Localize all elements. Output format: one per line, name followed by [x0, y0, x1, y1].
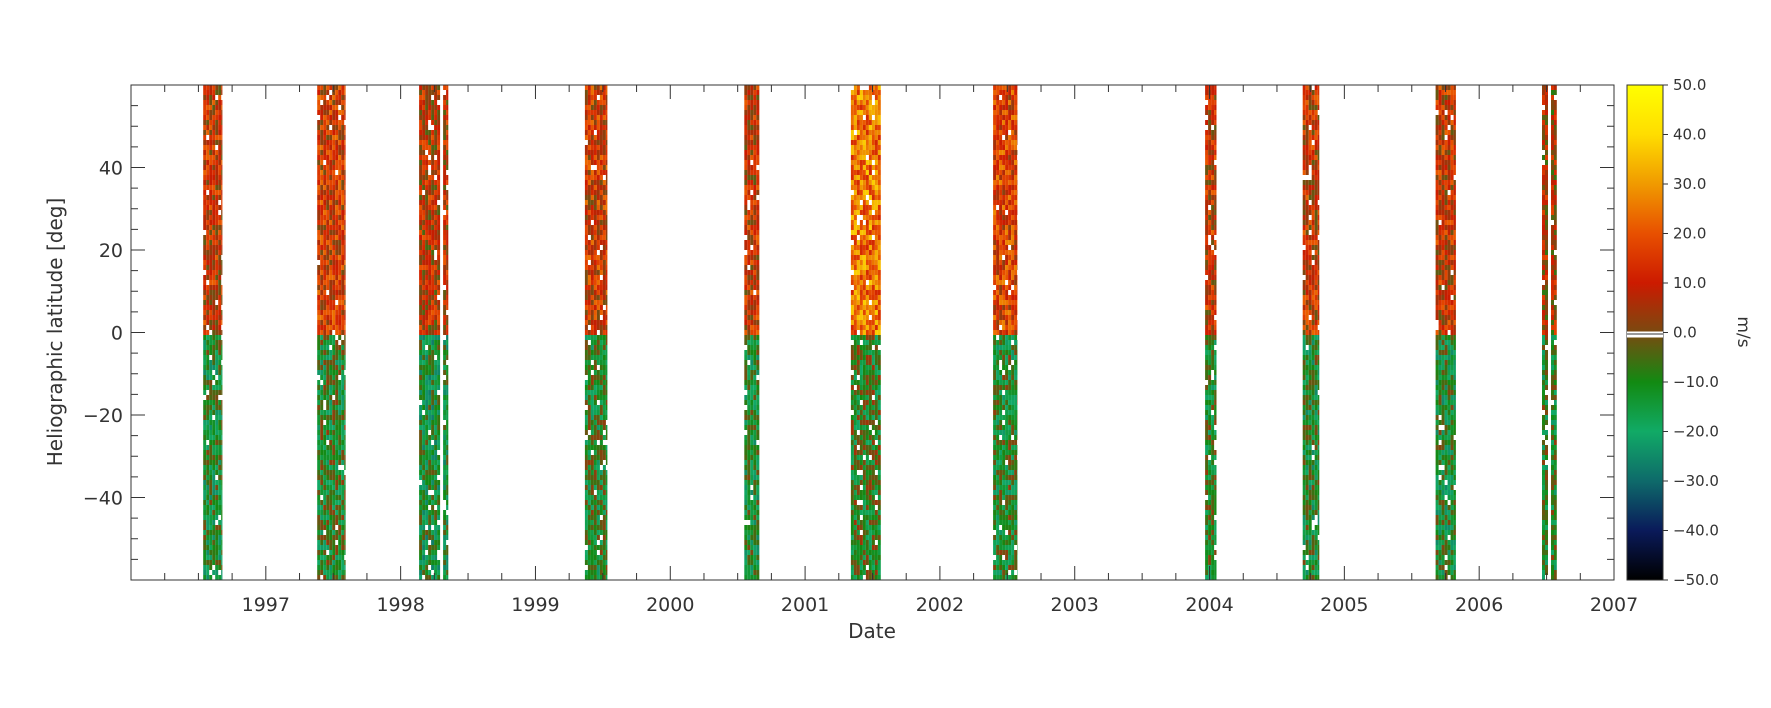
- colorbar-tick-label: −50.0: [1673, 571, 1719, 589]
- colorbar-tick-label: −20.0: [1673, 423, 1719, 441]
- y-axis: 40 20 0 −20 −40: [83, 105, 1614, 560]
- colorbar-tick-label: 40.0: [1673, 126, 1706, 144]
- x-tick-label: 2003: [1051, 594, 1099, 616]
- x-tick-label: 2001: [781, 594, 829, 616]
- colorbar: 50.0 40.0 30.0 20.0 10.0 0.0 −10.0 −20.0 −30.0 −4…: [1626, 76, 1719, 589]
- observation-band: [1435, 85, 1456, 580]
- colorbar-tick-label: 50.0: [1673, 76, 1706, 94]
- observation-band: [744, 85, 760, 580]
- x-tick-label: 2004: [1185, 594, 1233, 616]
- x-axis: 1997 1998 1999 2000 2001 2002 2003 2004 2005 2006…: [130, 85, 1638, 616]
- heatmap-bands: [203, 85, 1557, 580]
- observation-band: [419, 85, 449, 580]
- colorbar-title: m/s: [1733, 316, 1753, 347]
- observation-band: [993, 85, 1018, 580]
- colorbar-tick-label: −40.0: [1673, 522, 1719, 540]
- x-tick-label: 2006: [1455, 594, 1503, 616]
- x-tick-label: 2000: [646, 594, 694, 616]
- colorbar-tick-label: −10.0: [1673, 373, 1719, 391]
- observation-band: [203, 85, 223, 580]
- colorbar-tick-label: 20.0: [1673, 225, 1706, 243]
- y-tick-label: −20: [83, 405, 123, 427]
- x-tick-label: 1997: [242, 594, 290, 616]
- observation-band: [1205, 85, 1217, 580]
- x-tick-label: 2005: [1320, 594, 1368, 616]
- observation-band: [1542, 85, 1557, 580]
- y-tick-label: 40: [99, 158, 123, 180]
- y-tick-label: 0: [111, 323, 123, 345]
- observation-band: [317, 85, 346, 580]
- x-tick-label: 1998: [376, 594, 424, 616]
- colorbar-tick-label: 30.0: [1673, 175, 1706, 193]
- colorbar-tick-label: 10.0: [1673, 274, 1706, 292]
- x-tick-label: 2002: [916, 594, 964, 616]
- y-tick-label: 20: [99, 240, 123, 262]
- y-axis-title: Heliographic latitude [deg]: [43, 198, 67, 467]
- observation-band: [1302, 85, 1320, 580]
- x-axis-title: Date: [848, 619, 896, 643]
- colorbar-tick-label: 0.0: [1673, 324, 1697, 342]
- observation-band: [850, 85, 881, 580]
- y-tick-label: −40: [83, 488, 123, 510]
- x-tick-label: 2007: [1590, 594, 1638, 616]
- x-tick-label: 1999: [511, 594, 559, 616]
- observation-band: [584, 85, 608, 580]
- colorbar-tick-label: −30.0: [1673, 472, 1719, 490]
